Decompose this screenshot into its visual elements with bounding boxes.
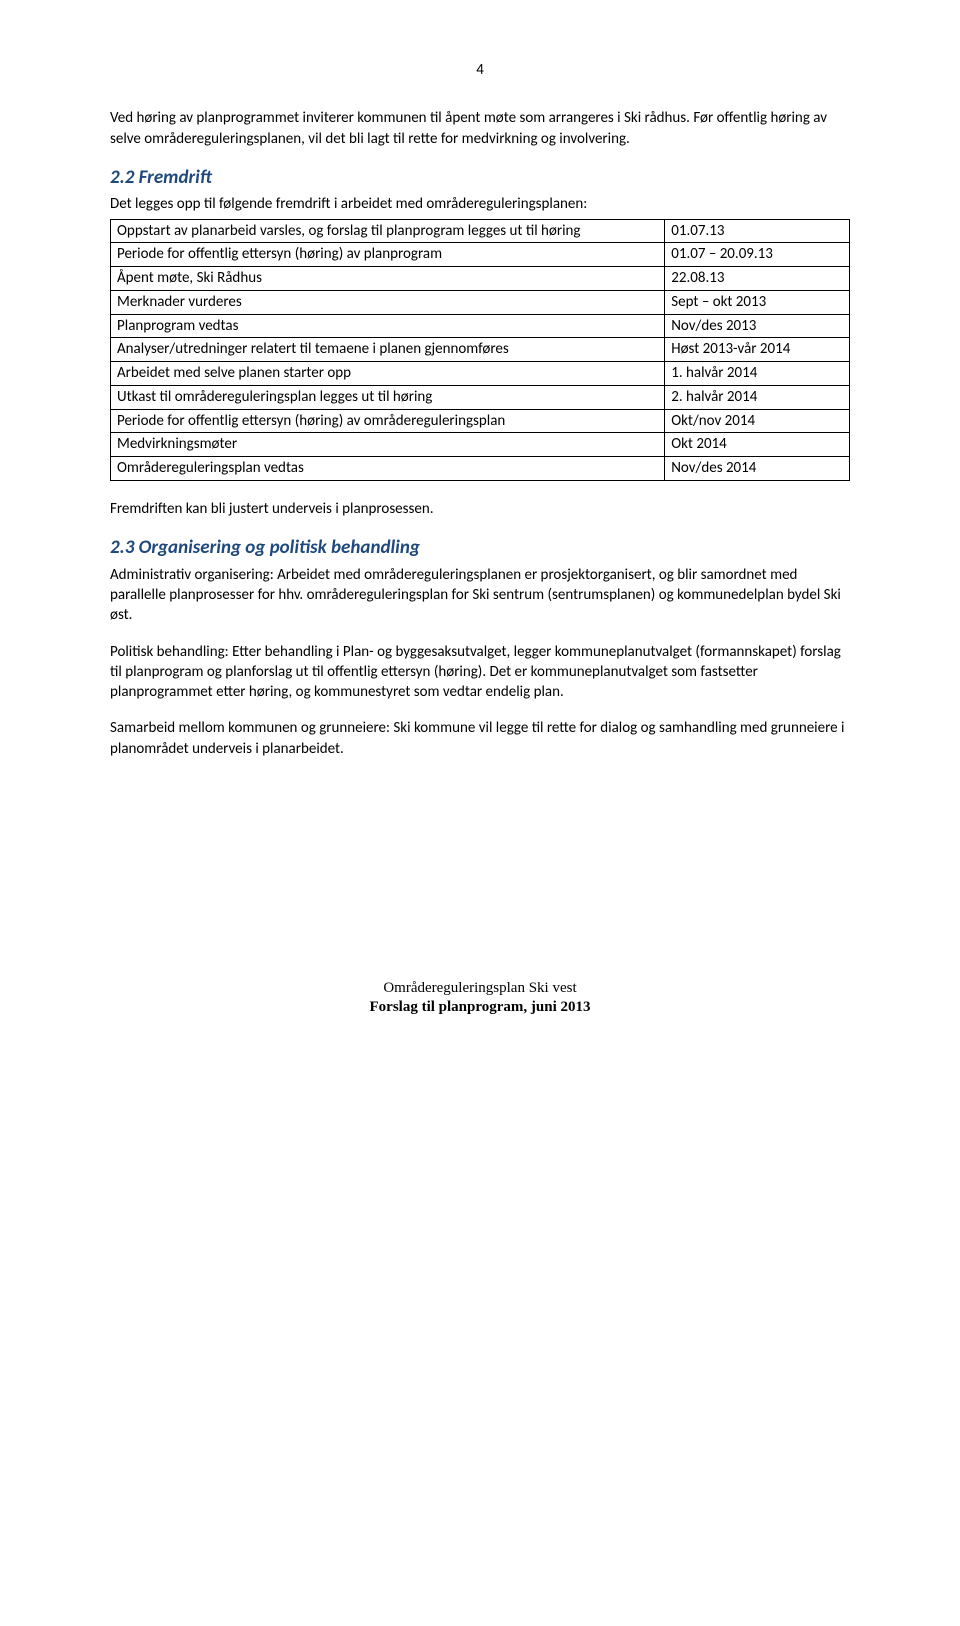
table-row: Merknader vurderes Sept – okt 2013 [111, 290, 850, 314]
footer-line-2: Forslag til planprogram, juni 2013 [110, 998, 850, 1018]
time-cell: 2. halvår 2014 [665, 385, 850, 409]
section-2-3-p2: Politisk behandling: Etter behandling i … [110, 642, 850, 703]
table-row: Analyser/utredninger relatert til temaen… [111, 338, 850, 362]
activity-cell: Periode for offentlig ettersyn (høring) … [111, 243, 665, 267]
activity-cell: Åpent møte, Ski Rådhus [111, 267, 665, 291]
time-cell: 01.07.13 [665, 219, 850, 243]
section-2-2-lead: Det legges opp til følgende fremdrift i … [110, 194, 850, 214]
time-cell: Sept – okt 2013 [665, 290, 850, 314]
table-row: Oppstart av planarbeid varsles, og forsl… [111, 219, 850, 243]
table-row: Planprogram vedtas Nov/des 2013 [111, 314, 850, 338]
intro-paragraph: Ved høring av planprogrammet inviterer k… [110, 108, 850, 149]
activity-cell: Planprogram vedtas [111, 314, 665, 338]
table-row: Periode for offentlig ettersyn (høring) … [111, 243, 850, 267]
time-cell: Okt/nov 2014 [665, 409, 850, 433]
time-cell: 1. halvår 2014 [665, 362, 850, 386]
time-cell: Høst 2013-vår 2014 [665, 338, 850, 362]
table-row: Arbeidet med selve planen starter opp 1.… [111, 362, 850, 386]
fremdrift-table: Oppstart av planarbeid varsles, og forsl… [110, 219, 850, 481]
activity-cell: Analyser/utredninger relatert til temaen… [111, 338, 665, 362]
activity-cell: Periode for offentlig ettersyn (høring) … [111, 409, 665, 433]
page-number: 4 [110, 60, 850, 80]
time-cell: Okt 2014 [665, 433, 850, 457]
time-cell: 01.07 – 20.09.13 [665, 243, 850, 267]
section-2-3-p3: Samarbeid mellom kommunen og grunneiere:… [110, 718, 850, 759]
table-row: Åpent møte, Ski Rådhus 22.08.13 [111, 267, 850, 291]
time-cell: Nov/des 2014 [665, 457, 850, 481]
page-footer: Områdereguleringsplan Ski vest Forslag t… [110, 979, 850, 1018]
fremdrift-table-body: Oppstart av planarbeid varsles, og forsl… [111, 219, 850, 480]
activity-cell: Utkast til områdereguleringsplan legges … [111, 385, 665, 409]
section-2-2-after: Fremdriften kan bli justert underveis i … [110, 499, 850, 519]
activity-cell: Medvirkningsmøter [111, 433, 665, 457]
section-2-2-heading: 2.2 Fremdrift [110, 165, 850, 191]
table-row: Områdereguleringsplan vedtas Nov/des 201… [111, 457, 850, 481]
activity-cell: Merknader vurderes [111, 290, 665, 314]
activity-cell: Oppstart av planarbeid varsles, og forsl… [111, 219, 665, 243]
table-row: Medvirkningsmøter Okt 2014 [111, 433, 850, 457]
time-cell: Nov/des 2013 [665, 314, 850, 338]
activity-cell: Arbeidet med selve planen starter opp [111, 362, 665, 386]
table-row: Utkast til områdereguleringsplan legges … [111, 385, 850, 409]
time-cell: 22.08.13 [665, 267, 850, 291]
section-2-3-p1: Administrativ organisering: Arbeidet med… [110, 565, 850, 626]
table-row: Periode for offentlig ettersyn (høring) … [111, 409, 850, 433]
activity-cell: Områdereguleringsplan vedtas [111, 457, 665, 481]
footer-line-1: Områdereguleringsplan Ski vest [110, 979, 850, 999]
section-2-3-heading: 2.3 Organisering og politisk behandling [110, 535, 850, 561]
